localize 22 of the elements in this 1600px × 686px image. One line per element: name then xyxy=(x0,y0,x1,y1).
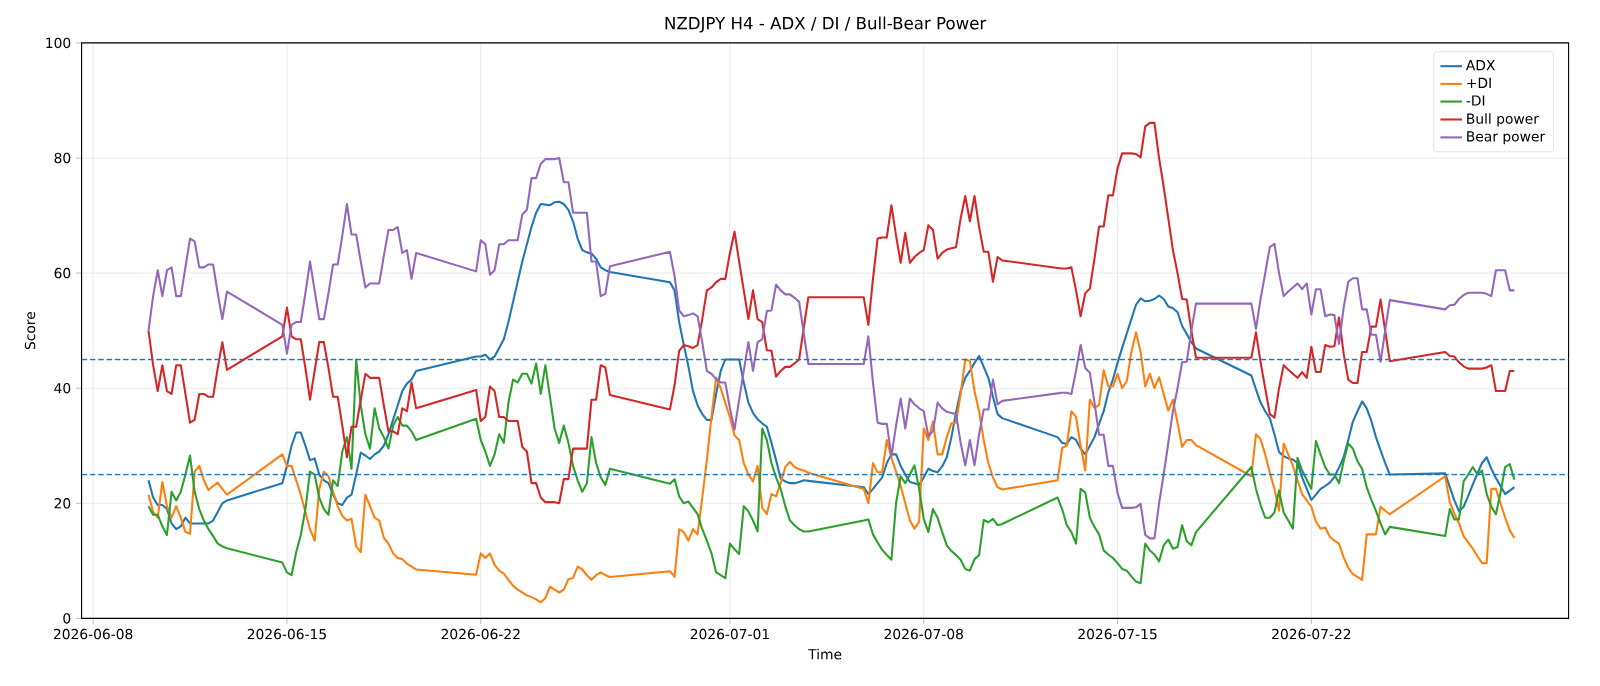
x-tick-label: 2026-06-15 xyxy=(247,628,326,640)
x-tick-label: 2026-06-22 xyxy=(441,628,520,640)
legend-label: Bear power xyxy=(1467,131,1546,145)
line-series xyxy=(147,358,1516,585)
x-tick-label: 2026-07-15 xyxy=(1078,628,1157,640)
y-tick-label: 100 xyxy=(46,37,71,49)
y-tick-label: 40 xyxy=(54,382,71,394)
y-tick-label: 60 xyxy=(54,267,71,279)
x-tick-label: 2026-07-22 xyxy=(1272,628,1351,640)
y-tick-label: 20 xyxy=(54,498,71,509)
y-tick-label: 0 xyxy=(63,613,71,624)
y-tick-label: 80 xyxy=(54,152,71,164)
legend-label: ADX xyxy=(1465,60,1495,71)
legend-label: -DI xyxy=(1466,95,1485,106)
y-axis-title: Score xyxy=(24,311,36,350)
x-tick-label: 2026-07-08 xyxy=(884,628,963,640)
chart-title: NZDJPY H4 - ADX / DI / Bull-Bear Power xyxy=(665,16,987,33)
x-axis-title: Time xyxy=(808,648,842,660)
legend-label: +DI xyxy=(1467,77,1491,88)
x-tick-label: 2026-07-01 xyxy=(690,628,769,640)
x-tick-label: 2026-06-08 xyxy=(53,628,133,640)
legend-label: Bull power xyxy=(1467,113,1539,127)
